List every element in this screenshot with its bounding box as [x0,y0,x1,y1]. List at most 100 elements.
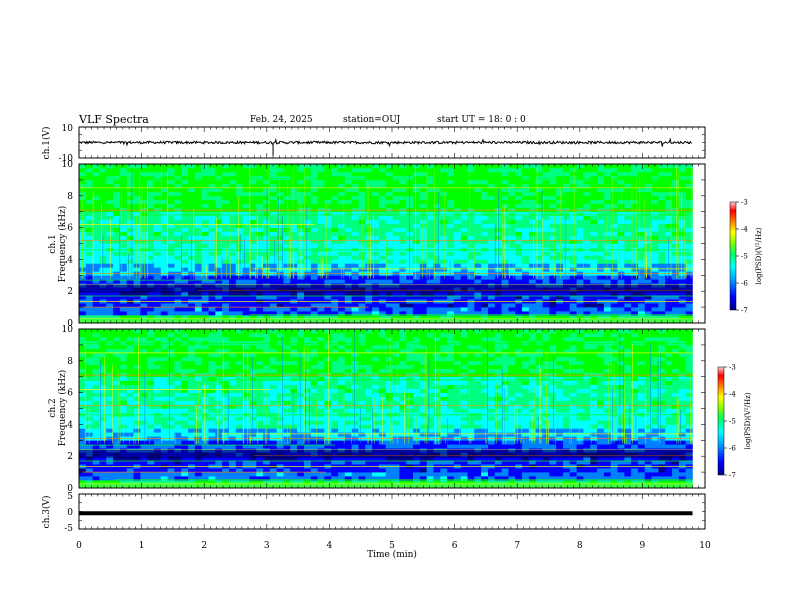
spectrogram-cell [637,275,646,280]
spectrogram-cell [181,460,189,465]
spectrogram-cell [133,199,141,205]
spectrogram-cell [194,311,202,316]
spectrogram-cell [467,191,475,197]
spectrogram-cell [269,195,277,201]
spectrogram-cell [419,263,427,268]
spectrogram-cell [658,191,666,197]
spectrogram-cell [569,211,577,216]
spectrogram-cell [215,223,223,228]
spectrogram-cell [481,179,489,185]
spectrogram-cell [665,267,673,272]
spectrogram-cell [310,303,318,308]
spectrogram-cell [678,211,686,216]
spectrogram-cell [426,267,434,272]
spectrogram-cell [153,167,162,173]
spectrogram-cell [85,179,93,185]
spectrogram-cell [263,195,271,201]
spectrogram-cell [528,199,537,205]
spectrogram-cell [617,311,625,316]
spectrogram-cell [297,251,305,256]
spectrogram-cell [413,171,421,177]
spectrogram-cell [447,227,455,232]
spectrogram-cell [106,164,114,169]
spectrogram-cell [194,404,202,409]
spectrogram-cell [174,456,182,461]
spectrogram-cell [399,195,407,201]
spectrogram-cell [85,348,93,354]
spectrogram-cell [474,215,482,220]
spectrogram-cell [269,211,277,216]
spectrogram-cell [99,219,107,224]
ch1-waveform-panel: 10 -10 ch.1(V) [41,124,706,164]
spectrogram-cell [460,295,468,300]
spectrogram-cell [256,235,264,240]
spectrogram-cell [399,171,407,177]
spectrogram-cell [181,344,189,350]
spectrogram-cell [174,164,182,169]
spectrogram-cell [549,295,557,300]
spectrogram-cell [153,187,162,193]
spectrogram-cell [487,235,496,240]
spectrogram-cell [153,191,162,197]
spectrogram-cell [140,227,148,232]
spectrogram-cell [447,199,455,205]
spectrogram-cell [399,183,407,189]
spectrogram-cell [447,231,455,236]
spectrogram-cell [515,295,523,300]
spectrogram-cell [188,416,196,421]
spectrogram-cell [92,203,100,209]
spectrogram-cell [201,235,209,240]
spectrogram-cell [419,191,427,197]
spectrogram-cell [597,291,605,296]
spectrogram-cell [140,191,148,197]
spectrogram-cell [113,360,121,366]
spectrogram-cell [317,227,325,232]
spectrogram-cell [126,231,134,236]
spectrogram-cell [562,179,571,185]
spectrogram-cell [113,171,121,177]
spectrogram-cell [365,259,373,264]
spectrogram-cell [685,275,693,280]
spectrogram-cell [644,255,652,260]
spectrogram-cell [597,255,605,260]
spectrogram-cell [372,303,380,308]
spectrogram-cell [515,231,523,236]
spectrogram-cell [133,231,141,236]
spectrogram-cell [501,227,509,232]
spectrogram-cell [201,352,209,358]
spectrogram-cell [194,332,202,338]
spectrogram-cell [263,199,271,205]
spectrogram-cell [222,303,230,308]
spectrogram-cell [92,456,100,461]
spectrogram-cell [399,315,407,320]
spectrogram-cell [610,179,618,185]
spectrogram-cell [399,215,407,220]
spectrogram-cell [624,187,632,193]
spectrogram-cell [160,231,168,236]
spectrogram-cell [119,460,128,465]
spectrogram-cell [106,199,114,205]
spectrogram-cell [365,307,373,312]
spectrogram-cell [440,227,448,232]
spectrogram-cell [522,291,530,296]
spectrogram-cell [153,404,162,409]
spectrogram-cell [358,251,366,256]
spectrogram-cell [372,239,380,244]
spectrogram-cell [242,307,250,312]
spectrogram-cell [167,291,175,296]
spectrogram-cell [174,329,182,334]
spectrogram-cell [181,203,189,209]
spectrogram-cell [92,420,100,425]
spectrogram-cell [467,307,475,312]
spectrogram-cell [562,243,571,248]
spectrogram-cell [310,251,318,256]
spectrogram-cell [106,203,114,209]
spectrogram-cell [440,203,448,209]
spectrogram-cell [147,420,155,425]
spectrogram-cell [181,364,189,370]
spectrogram-cell [242,263,250,268]
spectrogram-cell [126,211,134,216]
spectrogram-cell [79,179,87,185]
spectrogram-cell [133,468,141,473]
spectrogram-cell [194,364,202,370]
